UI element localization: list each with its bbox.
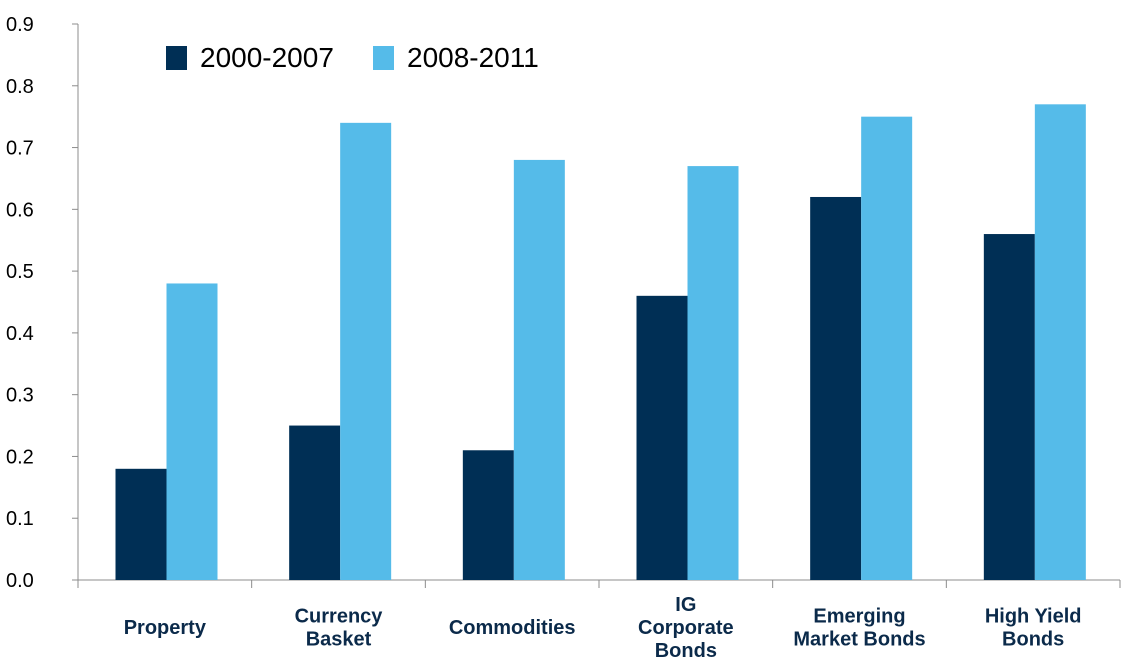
bar-2008-2011 xyxy=(513,159,565,580)
legend-swatch xyxy=(166,46,187,70)
y-tick-label: 0.4 xyxy=(6,323,34,345)
y-tick-label: 0.3 xyxy=(6,385,34,407)
bar-2000-2007 xyxy=(983,234,1035,581)
legend: 2000-2007 2008-2011 xyxy=(166,42,539,73)
y-tick-label: 0.2 xyxy=(6,446,34,468)
y-axis: 0.0 0.1 0.2 0.3 0.4 0.5 0.6 0.7 0.8 0.9 xyxy=(6,14,79,592)
category-label: Commodities xyxy=(449,617,576,639)
category-label: Currency xyxy=(295,606,384,628)
bar-2000-2007 xyxy=(462,450,514,580)
bar-2008-2011 xyxy=(166,283,218,580)
y-tick-label: 0.8 xyxy=(6,76,34,98)
bar-2000-2007 xyxy=(289,425,341,580)
category-label: Corporate xyxy=(638,617,734,639)
y-tick-label: 0.9 xyxy=(6,14,34,36)
y-tick-label: 0.0 xyxy=(6,570,34,592)
legend-label: 2000-2007 xyxy=(200,42,334,73)
y-tick-label: 0.6 xyxy=(6,199,34,221)
legend-label: 2008-2011 xyxy=(407,42,539,73)
category-label: IG xyxy=(675,594,696,616)
bar-2000-2007 xyxy=(636,295,688,580)
bars xyxy=(115,104,1086,581)
bar-2000-2007 xyxy=(115,468,167,580)
bar-2008-2011 xyxy=(340,122,392,580)
category-label: Property xyxy=(124,617,207,639)
y-tick-label: 0.5 xyxy=(6,261,34,283)
legend-swatch xyxy=(373,46,394,70)
category-label: Bonds xyxy=(1002,629,1064,651)
bar-2008-2011 xyxy=(1034,104,1086,581)
category-label: Bonds xyxy=(655,640,717,662)
y-tick-label: 0.1 xyxy=(6,508,34,530)
bar-2008-2011 xyxy=(687,166,739,581)
category-label: Market Bonds xyxy=(793,629,925,651)
category-label: Emerging xyxy=(813,606,905,628)
category-label: Basket xyxy=(306,629,372,651)
bar-2000-2007 xyxy=(810,196,862,580)
bar-2008-2011 xyxy=(861,116,913,581)
category-label: High Yield xyxy=(985,606,1082,628)
y-tick-label: 0.7 xyxy=(6,138,34,160)
